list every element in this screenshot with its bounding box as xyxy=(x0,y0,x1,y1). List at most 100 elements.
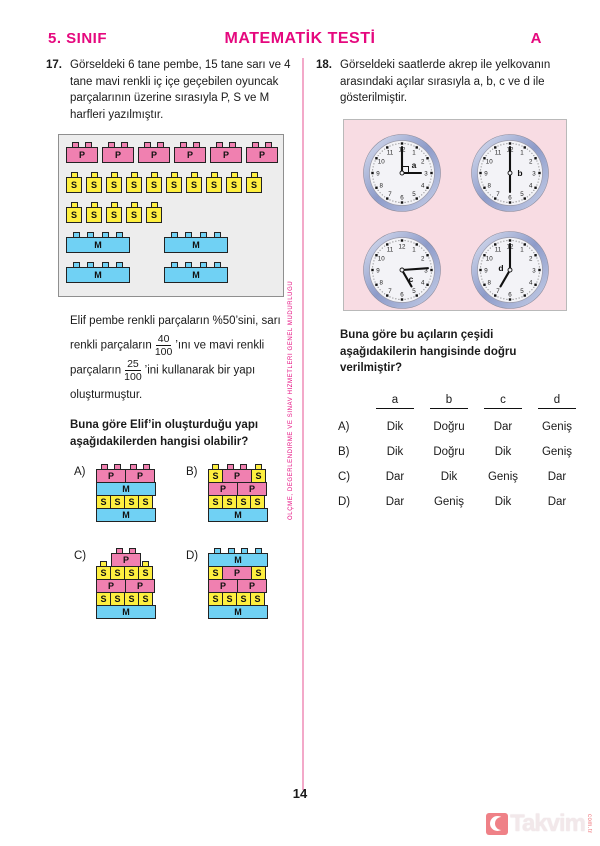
brick-studs xyxy=(174,141,206,147)
brick-body: S xyxy=(251,469,266,484)
svg-text:8: 8 xyxy=(487,182,491,189)
brick-body: P xyxy=(96,579,126,594)
brick-p: P xyxy=(237,482,267,497)
brick-body: P xyxy=(222,469,252,484)
brick-p: P xyxy=(96,464,126,484)
grade-label: 5. SINIF xyxy=(48,30,108,47)
q18-head: 18. Görseldeki saatlerde akrep ile yelko… xyxy=(316,57,568,107)
brick-p: P xyxy=(208,579,238,594)
stud xyxy=(130,201,138,207)
clock-b: 123456789101112b xyxy=(471,134,549,212)
svg-text:2: 2 xyxy=(529,255,533,262)
stud xyxy=(227,464,235,470)
option-c: C) P S S S S P P S S S S M xyxy=(74,548,186,620)
option-label: B) xyxy=(186,466,198,479)
stud xyxy=(185,261,193,267)
brick-s: S xyxy=(146,171,162,193)
svg-text:b: b xyxy=(517,168,522,178)
brick-row: P xyxy=(111,548,156,568)
brick-s: S xyxy=(146,201,162,223)
brick-studs xyxy=(208,548,268,554)
brick-s: S xyxy=(86,201,102,223)
brick-body: S xyxy=(208,592,223,607)
brick-s: S xyxy=(222,592,237,607)
table-cell: Doğru xyxy=(433,420,465,433)
brick-body: S xyxy=(146,176,162,193)
brick-s: S xyxy=(208,464,223,484)
svg-text:7: 7 xyxy=(496,191,500,198)
table-cell: Geniş xyxy=(541,445,573,458)
brick-s: S xyxy=(246,171,262,193)
stud xyxy=(190,171,198,177)
brick-studs xyxy=(251,464,266,470)
brick-body: P xyxy=(102,146,134,163)
q17-prompt: Buna göre Elif’in oluşturduğu yapı aşağı… xyxy=(70,418,259,448)
brick-s: S xyxy=(124,592,139,607)
brick-p: P xyxy=(210,141,242,163)
brick-s: S xyxy=(250,495,265,510)
svg-text:5: 5 xyxy=(412,191,416,198)
svg-text:5: 5 xyxy=(520,191,524,198)
stud xyxy=(100,561,107,567)
brick-s: S xyxy=(96,495,111,510)
brick-p: P xyxy=(125,464,155,484)
stud xyxy=(116,548,124,554)
answer-choice-label: B) xyxy=(338,445,350,458)
svg-text:1: 1 xyxy=(520,247,524,254)
brick-body: P xyxy=(237,482,267,497)
table-row: C) Dar Dik Geniş Dar xyxy=(338,464,568,489)
brick-studs xyxy=(210,141,242,147)
svg-text:1: 1 xyxy=(412,247,416,254)
fraction-25-100: 25 100 xyxy=(124,357,142,383)
brick-s: S xyxy=(208,495,223,510)
page-title: MATEMATİK TESTİ xyxy=(224,30,376,47)
brick-body: P xyxy=(222,566,252,581)
brick-body: P xyxy=(66,146,98,163)
brick-s: S xyxy=(106,201,122,223)
brick-s: S xyxy=(110,495,125,510)
brick-body: S xyxy=(66,176,82,193)
brick-body: S xyxy=(110,592,125,607)
stud xyxy=(90,201,98,207)
svg-text:11: 11 xyxy=(495,247,502,254)
brick-studs xyxy=(138,561,153,567)
answer-choice-label: D) xyxy=(338,495,351,508)
stud xyxy=(150,171,158,177)
table-cell: Dar xyxy=(547,495,567,508)
brick-body: S xyxy=(208,566,223,581)
svg-text:5: 5 xyxy=(412,288,416,295)
brick-row: M xyxy=(208,605,268,620)
brick-s: S xyxy=(186,171,202,193)
brick-body: S xyxy=(96,566,111,581)
table-cell: Geniş xyxy=(487,470,519,483)
option-label: A) xyxy=(74,466,86,479)
svg-text:5: 5 xyxy=(520,288,524,295)
svg-text:11: 11 xyxy=(387,150,394,157)
brick-body: S xyxy=(86,176,102,193)
stud xyxy=(265,141,272,147)
svg-text:a: a xyxy=(412,160,417,170)
stud xyxy=(101,261,109,267)
brick-studs xyxy=(164,231,228,237)
brick-studs xyxy=(106,171,122,177)
svg-text:3: 3 xyxy=(424,267,428,274)
brick-body: S xyxy=(138,592,153,607)
brick-studs xyxy=(206,171,222,177)
brick-body: P xyxy=(125,469,155,484)
brick-studs xyxy=(246,141,278,147)
svg-text:3: 3 xyxy=(532,267,536,274)
brick-studs xyxy=(66,171,82,177)
brick-body: S xyxy=(166,176,182,193)
svg-text:4: 4 xyxy=(421,182,425,189)
brick-body: M xyxy=(208,508,268,523)
q18-intro-text: Görseldeki saatlerde akrep ile yelkovanı… xyxy=(340,59,551,105)
svg-text:2: 2 xyxy=(421,255,425,262)
brick-body: P xyxy=(111,553,141,568)
